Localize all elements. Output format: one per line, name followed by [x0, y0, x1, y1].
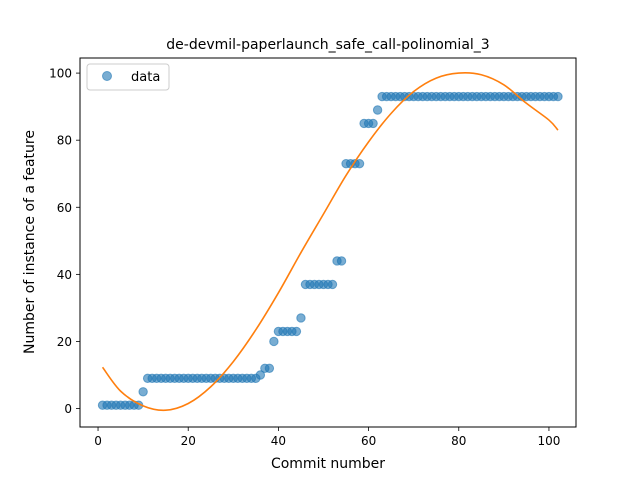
axes-frame: [79, 57, 577, 428]
data-point: [368, 118, 378, 129]
data-point: [296, 313, 306, 323]
y-tick-label: 20: [57, 335, 72, 349]
legend-label-data: data: [131, 70, 160, 85]
x-tick-label: 100: [537, 434, 560, 448]
x-tick-label: 60: [361, 434, 376, 448]
y-tick-label: 100: [49, 67, 72, 81]
y-axis-label: Number of instance of a feature: [22, 130, 38, 354]
legend-frame: [86, 63, 170, 91]
y-axis-ticks: 0 20 40 60 80 100: [49, 67, 80, 416]
chart-title: de-devmil-paperlaunch_safe_call-polinomi…: [166, 37, 489, 53]
data-point: [354, 158, 365, 169]
x-tick-label: 40: [271, 434, 286, 448]
y-tick-label: 60: [57, 201, 72, 215]
data-point: [269, 336, 279, 347]
fit-line: [101, 72, 559, 412]
data-point: [264, 363, 275, 373]
data-point: [336, 256, 347, 266]
x-tick-label: 0: [94, 434, 102, 448]
data-point: [255, 370, 266, 380]
data-point: [372, 105, 383, 115]
legend-marker-data: [102, 71, 112, 81]
data-point: [553, 91, 563, 102]
legend: data: [86, 63, 170, 91]
data-point: [291, 326, 302, 337]
x-tick-label: 80: [451, 434, 466, 448]
x-axis-ticks: 0 20 40 60 80 100: [94, 427, 560, 448]
x-tick-label: 20: [181, 434, 196, 448]
data-point: [327, 279, 338, 290]
y-tick-label: 0: [64, 402, 72, 416]
x-axis-label: Commit number: [271, 456, 385, 472]
y-tick-label: 80: [57, 134, 72, 148]
y-tick-label: 40: [57, 268, 72, 282]
data-point: [138, 387, 148, 397]
plot-area: [97, 72, 563, 412]
